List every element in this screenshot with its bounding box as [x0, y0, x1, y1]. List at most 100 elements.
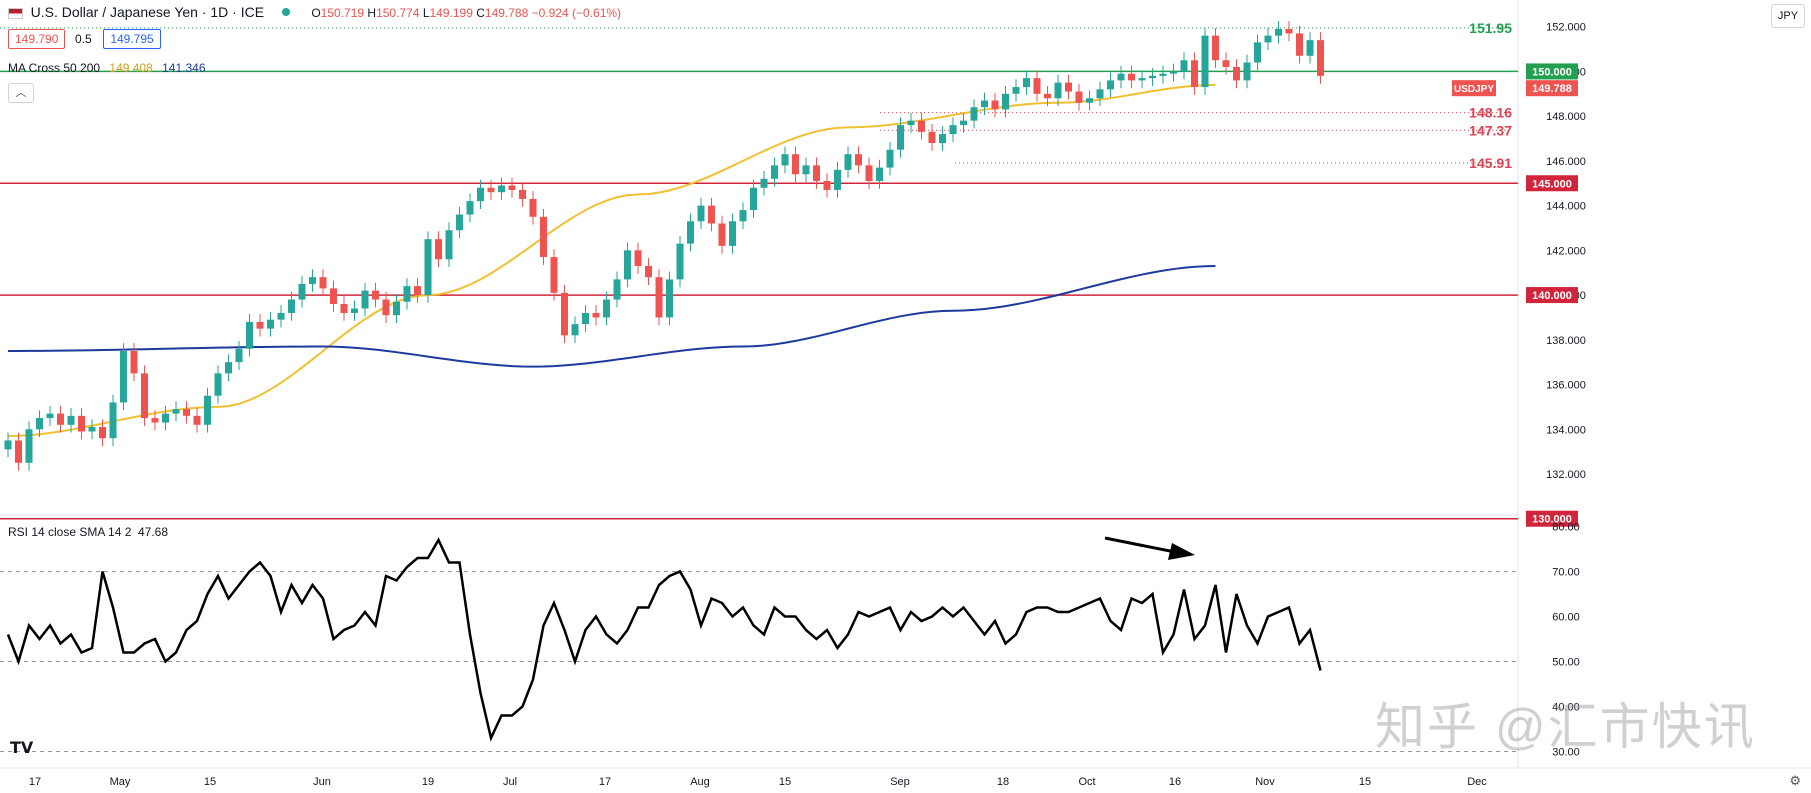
- rsi-axis-tick: 80.00: [1552, 522, 1580, 534]
- candle: [109, 394, 117, 447]
- candle: [372, 282, 379, 308]
- candle: [57, 405, 64, 433]
- buy-price-box[interactable]: 149.795: [103, 29, 161, 49]
- candle-body: [330, 288, 337, 305]
- gear-icon[interactable]: ⚙: [1789, 773, 1801, 788]
- candle: [666, 271, 673, 326]
- candle: [1285, 21, 1293, 42]
- candle-body: [1212, 35, 1219, 61]
- candle: [865, 157, 873, 189]
- candle: [466, 193, 474, 223]
- candle-body: [424, 239, 432, 296]
- candle-body: [99, 427, 106, 439]
- candle: [1212, 27, 1219, 69]
- candle-body: [855, 154, 862, 166]
- candle-body: [172, 409, 180, 414]
- candle: [382, 291, 390, 324]
- collapse-legend-button[interactable]: ︿: [8, 83, 34, 103]
- candle-body: [1096, 89, 1104, 99]
- candle: [67, 408, 75, 433]
- symbol-title[interactable]: U.S. Dollar / Japanese Yen · 1D · ICE: [30, 4, 265, 20]
- candle: [1002, 85, 1009, 118]
- price-axis-tick: 144.000: [1546, 201, 1586, 213]
- candle: [498, 177, 505, 201]
- candle-body: [25, 429, 33, 463]
- candle-body: [1054, 82, 1062, 99]
- candle: [897, 117, 904, 158]
- candle-body: [498, 185, 505, 193]
- candle-body: [36, 418, 43, 430]
- candle-body: [1023, 78, 1030, 88]
- candle-body: [204, 395, 211, 425]
- currency-button[interactable]: JPY: [1771, 4, 1805, 28]
- candle: [1138, 70, 1146, 89]
- candle-body: [708, 205, 715, 224]
- candle: [1306, 32, 1314, 64]
- candle-body: [1044, 93, 1051, 99]
- candle: [267, 311, 274, 337]
- candle-body: [88, 427, 96, 432]
- rsi-axis-tick: 40.00: [1552, 702, 1580, 714]
- candle: [907, 112, 915, 133]
- candle: [1222, 52, 1230, 75]
- candle-body: [613, 279, 621, 300]
- candle: [351, 300, 358, 321]
- market-status-icon: [281, 8, 290, 16]
- candle-body: [1306, 40, 1314, 56]
- candle-body: [67, 415, 75, 425]
- candle-body: [907, 120, 915, 126]
- candle-body: [1275, 28, 1282, 36]
- candle-body: [382, 299, 390, 316]
- candle: [309, 269, 316, 292]
- candle-body: [561, 292, 568, 336]
- candle-body: [508, 185, 516, 190]
- candle: [1023, 70, 1030, 95]
- annotation-arrowhead: [1168, 543, 1195, 560]
- candle: [414, 278, 421, 303]
- price-axis-tick: 148.000: [1546, 111, 1586, 123]
- price-axis-tick: 142.000: [1546, 245, 1586, 257]
- candle-body: [1264, 35, 1272, 43]
- candle: [1254, 34, 1261, 71]
- candle: [235, 340, 243, 370]
- candle: [697, 197, 705, 230]
- candle-body: [1170, 71, 1177, 74]
- candle: [729, 213, 736, 254]
- candle-body: [1075, 91, 1083, 103]
- candle-body: [477, 187, 484, 202]
- candle: [319, 269, 327, 297]
- candle: [1275, 21, 1282, 44]
- candle: [781, 146, 789, 174]
- candle-body: [960, 120, 967, 126]
- time-axis-tick: Dec: [1467, 776, 1487, 788]
- candle-body: [466, 201, 474, 215]
- candle: [802, 157, 810, 183]
- candle: [141, 365, 148, 426]
- time-axis-tick: 17: [29, 776, 41, 788]
- candle: [592, 305, 600, 326]
- candle: [277, 305, 285, 328]
- sell-price-box[interactable]: 149.790: [8, 29, 66, 49]
- candle: [204, 387, 211, 433]
- candle: [918, 112, 925, 140]
- candle-body: [225, 362, 232, 374]
- time-axis-tick: Jul: [503, 776, 517, 788]
- candle: [981, 92, 988, 116]
- candle-body: [718, 223, 726, 246]
- axis-price-tag: [1526, 510, 1578, 527]
- candle-body: [918, 120, 925, 132]
- candle-body: [550, 257, 558, 293]
- rsi-axis-tick: 60.00: [1552, 612, 1580, 624]
- candle-body: [130, 350, 138, 374]
- ma-cross-legend[interactable]: MA Cross 50 200 149.408 141.346: [8, 61, 206, 75]
- candle-body: [771, 165, 778, 179]
- candle: [1096, 81, 1104, 107]
- symbol-tag-label: USDJPY: [1454, 84, 1494, 95]
- candle: [403, 278, 411, 310]
- last-price-tag: [1526, 80, 1578, 97]
- candle-body: [781, 154, 789, 166]
- candle: [120, 343, 127, 411]
- time-axis-tick: Jun: [313, 776, 331, 788]
- candle-body: [823, 181, 831, 190]
